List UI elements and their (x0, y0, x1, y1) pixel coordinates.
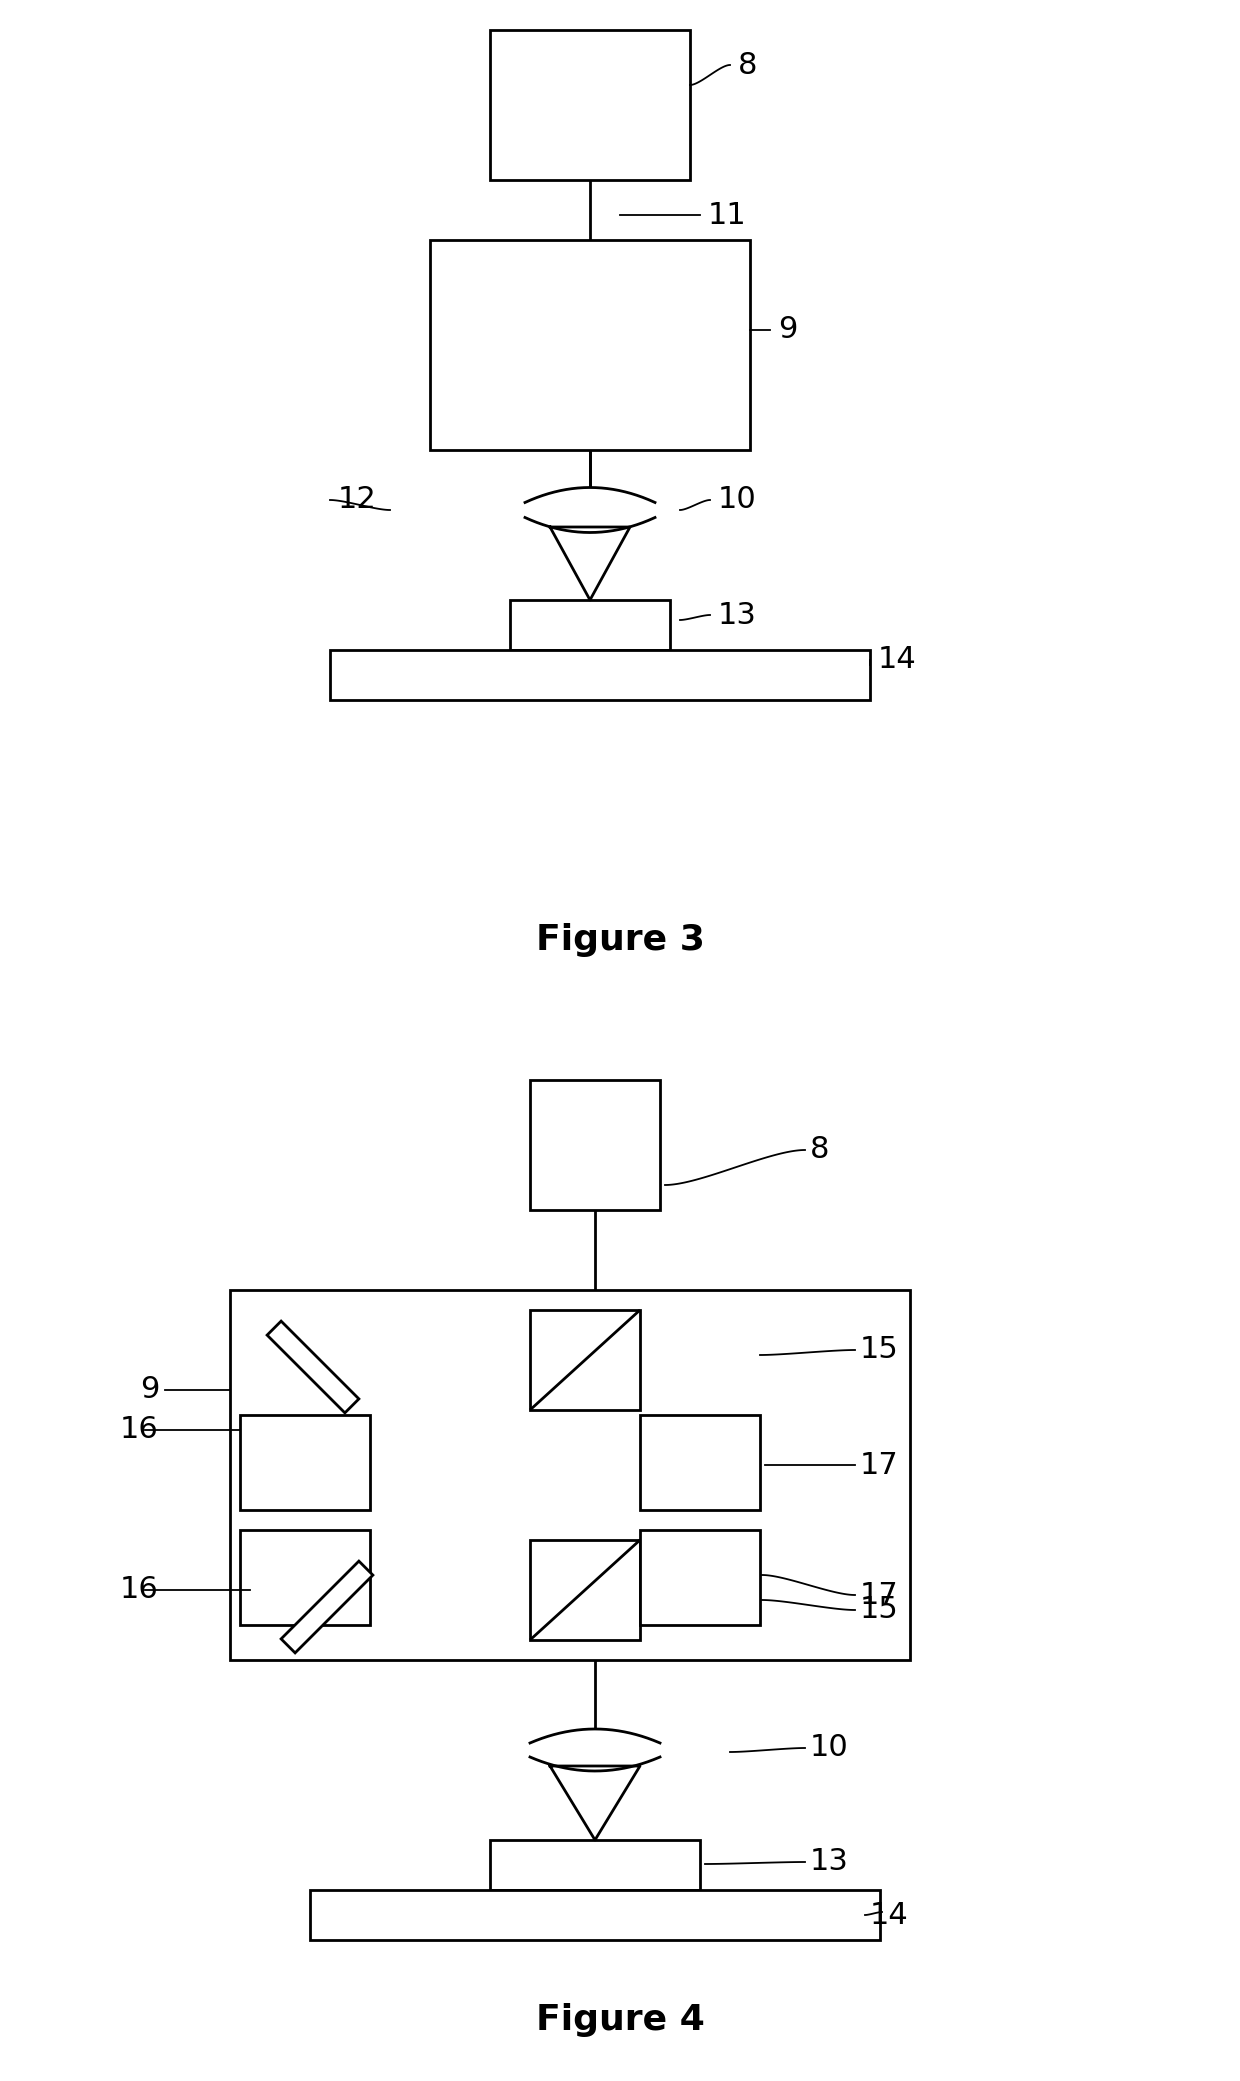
Bar (310, 1890, 880, 1939)
Bar (510, 599, 670, 649)
Text: 17: 17 (861, 1579, 899, 1609)
Bar (490, 1840, 701, 1890)
Text: 14: 14 (870, 1900, 909, 1929)
Bar (430, 239, 750, 449)
Text: Figure 4: Figure 4 (536, 2004, 704, 2037)
Polygon shape (267, 1321, 358, 1413)
Polygon shape (551, 1767, 640, 1840)
Bar (241, 1530, 370, 1625)
Bar (529, 1540, 640, 1640)
Text: 8: 8 (810, 1136, 830, 1165)
Text: 10: 10 (718, 485, 756, 514)
Polygon shape (551, 526, 630, 599)
Text: 9: 9 (140, 1376, 160, 1405)
Text: 15: 15 (861, 1596, 899, 1625)
Text: 13: 13 (718, 601, 756, 628)
Polygon shape (281, 1561, 373, 1652)
Bar (529, 1311, 640, 1411)
Text: 15: 15 (861, 1336, 899, 1365)
Bar (241, 1415, 370, 1511)
Text: Figure 3: Figure 3 (536, 924, 704, 957)
Text: 12: 12 (339, 485, 377, 514)
Text: 11: 11 (708, 200, 746, 229)
Bar (640, 1530, 760, 1625)
Text: 14: 14 (878, 645, 916, 674)
Bar (490, 29, 689, 179)
Text: 9: 9 (777, 316, 797, 345)
Text: 10: 10 (810, 1733, 848, 1763)
Text: 17: 17 (861, 1450, 899, 1480)
Bar (529, 1080, 660, 1209)
Bar (330, 649, 870, 699)
Text: 8: 8 (738, 50, 758, 79)
Text: 13: 13 (810, 1848, 849, 1877)
Bar (640, 1415, 760, 1511)
Bar (229, 1290, 910, 1661)
Text: 16: 16 (120, 1415, 159, 1444)
Text: 16: 16 (120, 1575, 159, 1604)
